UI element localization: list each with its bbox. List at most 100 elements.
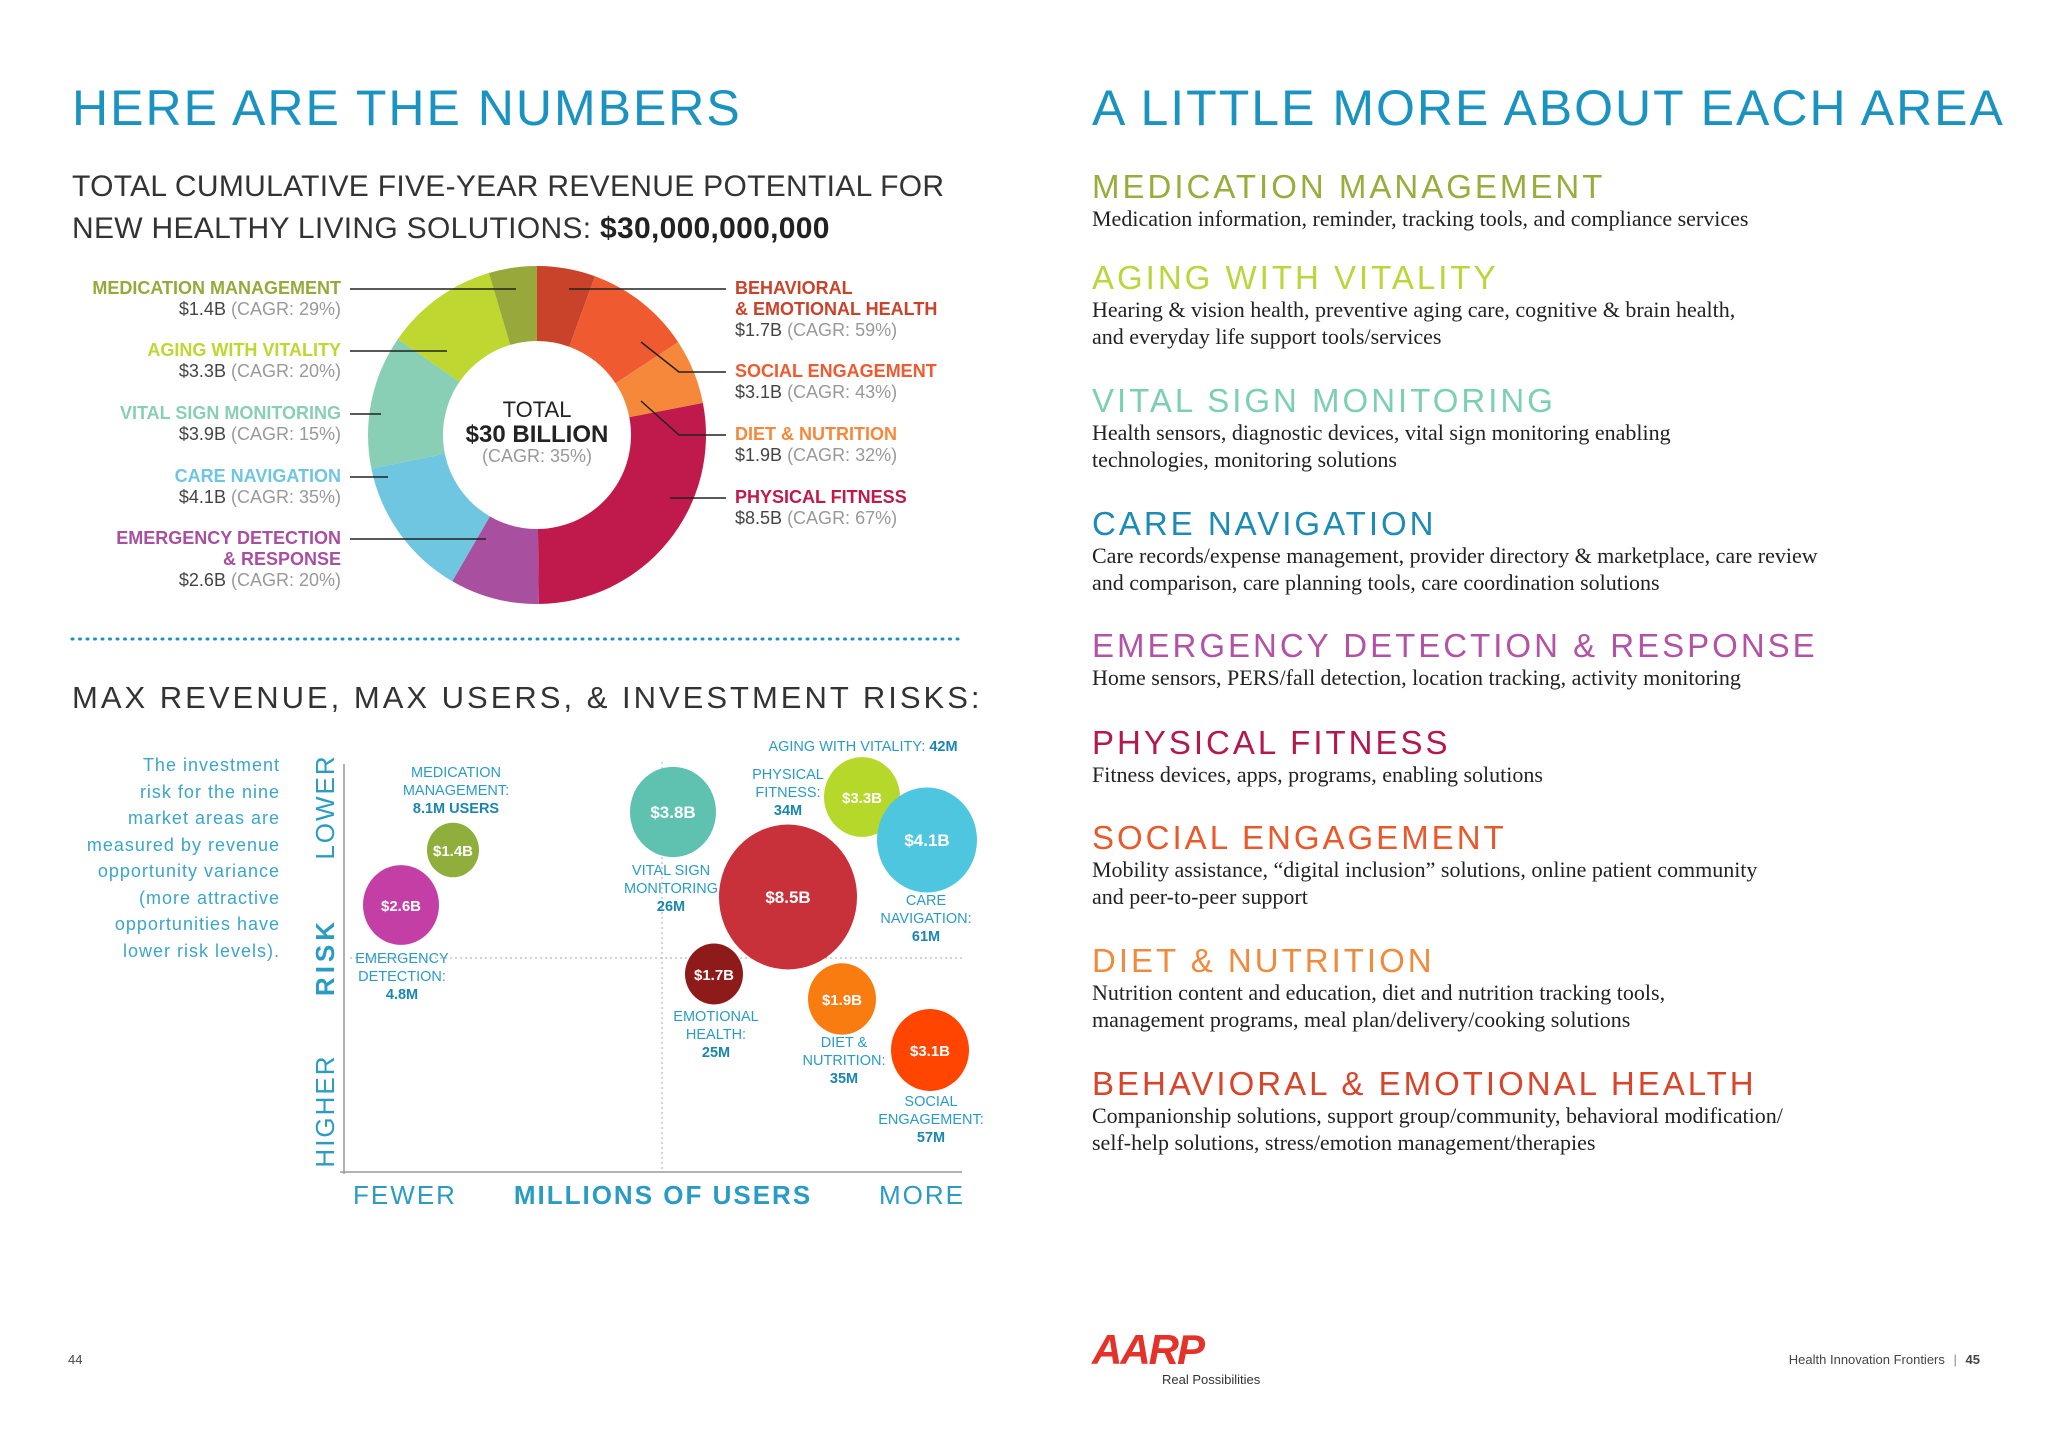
bubble-label-name: SOCIAL (904, 1094, 958, 1110)
risk-section-title: MAX REVENUE, MAX USERS, & INVESTMENT RIS… (72, 680, 983, 715)
area-description-line: technologies, monitoring solutions (1092, 447, 1397, 472)
slice-cagr: (CAGR: 29%) (230, 299, 341, 319)
bubble-label-name: EMOTIONAL (673, 1009, 759, 1025)
donut-label-name: VITAL SIGN MONITORING (119, 403, 341, 423)
slice-cagr: (CAGR: 15%) (230, 424, 341, 444)
risk-note-line: opportunity variance (97, 861, 280, 881)
bubble-label: DIET & NUTRITION: 35M (803, 1034, 886, 1088)
area-section: VITAL SIGN MONITORING Health sensors, dia… (1092, 383, 1671, 473)
bubble-users-value: 25M (701, 1045, 731, 1061)
donut-label: VITAL SIGN MONITORING $3.9B (CAGR: 15%) (120, 403, 341, 445)
bubble-label: SOCIAL ENGAGEMENT: 57M (878, 1093, 984, 1147)
y-axis-bottom-label: HIGHER (310, 1054, 340, 1168)
donut-label-value: $4.1B (CAGR: 35%) (175, 487, 341, 508)
risk-note-line: market areas are (127, 808, 280, 828)
subtitle-line-2: NEW HEALTHY LIVING SOLUTIONS: $30,000,00… (72, 209, 830, 249)
donut-slice (368, 339, 460, 469)
bubble-label-name: FITNESS: (755, 785, 821, 801)
donut-label-value: $3.1B (CAGR: 43%) (735, 382, 937, 403)
risk-note-line: The investment (142, 755, 280, 775)
area-heading: VITAL SIGN MONITORING (1092, 382, 1556, 419)
bubble-users-value: 61M (911, 929, 941, 945)
leader-line (640, 341, 726, 373)
area-heading: PHYSICAL FITNESS (1092, 724, 1451, 761)
slice-value: $3.3B (178, 361, 226, 381)
bubble-label: PHYSICAL FITNESS: 34M (752, 766, 824, 820)
area-description-line: Nutrition content and education, diet an… (1092, 980, 1666, 1005)
x-axis-label: MILLIONS OF USERS (513, 1180, 813, 1210)
bubble-users: 4.8M (355, 986, 448, 1004)
area-section: EMERGENCY DETECTION & RESPONSE Home senso… (1092, 628, 1818, 691)
bubble-users-value: 35M (829, 1071, 859, 1087)
area-section: BEHAVIORAL & EMOTIONAL HEALTH Companionsh… (1092, 1066, 1783, 1156)
bubble-revenue-label: $8.5B (765, 888, 810, 907)
risk-note: The investment risk for the nine market ar… (87, 752, 280, 964)
bubble-label-name: PHYSICAL (752, 767, 824, 783)
donut-label-name: DIET & NUTRITION (735, 424, 897, 444)
donut-label-value: $3.9B (CAGR: 15%) (120, 424, 341, 445)
bubble-label: AGING WITH VITALITY: 42M (768, 738, 957, 756)
donut-label: AGING WITH VITALITY $3.3B (CAGR: 20%) (147, 340, 341, 382)
area-section: PHYSICAL FITNESS Fitness devices, apps, p… (1092, 725, 1543, 788)
area-heading: BEHAVIORAL & EMOTIONAL HEALTH (1092, 1065, 1757, 1102)
bubble-users: 34M (752, 802, 824, 820)
area-section: MEDICATION MANAGEMENT Medication informat… (1092, 169, 1748, 232)
bubble (363, 865, 439, 945)
area-section: CARE NAVIGATION Care records/expense mana… (1092, 506, 1818, 596)
donut-slice (615, 342, 703, 418)
y-axis-label: RISK (310, 917, 340, 997)
bubble-users-value: 57M (916, 1130, 946, 1146)
bubble-users-value: 4.8M (385, 987, 419, 1003)
slice-cagr: (CAGR: 67%) (787, 508, 898, 528)
slice-value: $3.1B (735, 382, 783, 402)
bubble (630, 766, 716, 858)
slice-value: $8.5B (735, 508, 783, 528)
area-description-line: Medication information, reminder, tracki… (1092, 206, 1749, 231)
bubble-label: VITAL SIGN MONITORING 26M (624, 862, 718, 916)
bubble-label: EMERGENCY DETECTION: 4.8M (355, 950, 448, 1004)
right-footer: Health Innovation Frontiers | 45 (1789, 1352, 1980, 1367)
bubble-label-name: EMERGENCY (355, 951, 449, 967)
aarp-logo: AARP Real Possibilities (1092, 1328, 1260, 1388)
slice-value: $1.9B (735, 445, 783, 465)
bubble-label-name: AGING WITH VITALITY: (768, 739, 926, 755)
bubble-users-value: 8.1M USERS (412, 801, 500, 817)
donut-slice (537, 266, 595, 347)
bubble-users-value: 26M (656, 899, 686, 915)
bubble-users: 8.1M USERS (403, 800, 509, 818)
right-page-number: 45 (1965, 1352, 1980, 1367)
risk-note-line: lower risk levels). (122, 940, 280, 961)
publication-name: Health Innovation Frontiers (1788, 1352, 1945, 1367)
donut-label-name: BEHAVIORAL (735, 278, 853, 298)
bubble (824, 757, 900, 837)
bubble (685, 943, 743, 1005)
slice-cagr: (CAGR: 20%) (230, 570, 341, 590)
donut-label-name: SOCIAL ENGAGEMENT (735, 361, 937, 381)
bubble-revenue-label: $1.4B (433, 843, 473, 860)
bubble-label-name: MEDICATION (411, 765, 501, 781)
area-description-line: Health sensors, diagnostic devices, vita… (1092, 420, 1671, 445)
donut-label-value: $1.7B (CAGR: 59%) (735, 320, 937, 341)
donut-label-value: $8.5B (CAGR: 67%) (735, 508, 907, 529)
bubble-label-name: MONITORING (624, 881, 718, 897)
slice-cagr: (CAGR: 59%) (787, 320, 898, 340)
bubble (877, 787, 977, 893)
subtitle-amount: $30,000,000,000 (600, 212, 830, 245)
y-axis-top-label: LOWER (310, 754, 340, 860)
bubble (427, 822, 479, 878)
donut-label-name: AGING WITH VITALITY (147, 340, 341, 360)
bubble (719, 824, 857, 970)
area-heading: DIET & NUTRITION (1092, 942, 1435, 979)
area-heading: EMERGENCY DETECTION & RESPONSE (1092, 627, 1818, 664)
footer-divider: | (1953, 1352, 1957, 1367)
slice-value: $3.9B (178, 424, 226, 444)
donut-label-name: & EMOTIONAL HEALTH (735, 299, 938, 319)
donut-label: BEHAVIORAL & EMOTIONAL HEALTH $1.7B (CAGR:… (735, 278, 937, 341)
bubble-axes (340, 762, 962, 1174)
risk-note-line: measured by revenue (86, 834, 280, 855)
area-heading: AGING WITH VITALITY (1092, 259, 1499, 296)
x-axis-low-label: FEWER (353, 1180, 457, 1210)
leader-lines (350, 288, 726, 540)
donut-label-name: MEDICATION MANAGEMENT (92, 278, 341, 298)
bubble-revenue-label: $4.1B (904, 831, 949, 850)
